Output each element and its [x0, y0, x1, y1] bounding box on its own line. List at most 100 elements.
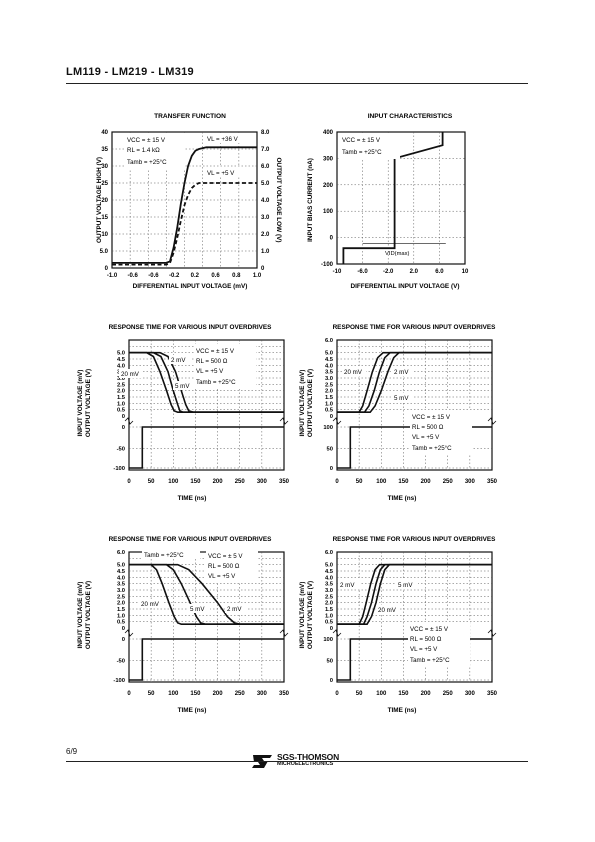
y-axis-label-input: INPUT VOLTAGE (mV) [77, 582, 84, 649]
y-tick-label: 25 [101, 181, 108, 187]
series-line-20-mv [337, 351, 492, 413]
y-tick-label: 0.5 [325, 408, 334, 414]
annotation-tamb: Tamb = +25°C [196, 379, 236, 386]
footer-rule [66, 761, 528, 762]
y-tick-label: 15 [101, 215, 108, 221]
annotation-tamb: Tamb = +25°C [412, 445, 452, 452]
annotation-rl: RL = 1.4 kΩ [127, 147, 160, 154]
annotation-tamb: Tamb = +25°C [144, 552, 184, 559]
x-tick-label: 100 [168, 479, 179, 485]
y-axis-label-input: INPUT VOLTAGE (mV) [299, 582, 306, 649]
y2-tick-label: 3.0 [261, 215, 270, 221]
header-rule [66, 83, 528, 84]
annotation-tamb: Tamb = +25°C [127, 159, 167, 166]
series [112, 146, 257, 266]
x-tick-label: 10 [462, 269, 469, 275]
series-line-2-mv [337, 563, 492, 625]
y-tick-label: 6.0 [325, 338, 333, 344]
x-tick-label: 300 [465, 691, 476, 697]
y-tick-label: 5.0 [117, 351, 125, 357]
y-axis-label-output: OUTPUT VOLTAGE (V) [85, 369, 92, 437]
y-tick-label: 1.0 [117, 613, 125, 619]
y-tick-label: 3.0 [117, 376, 125, 382]
series-line-vl-5-v [112, 182, 257, 266]
series-line-2-mv [337, 351, 492, 413]
y-axis-label-input: INPUT VOLTAGE (mV) [77, 370, 84, 437]
y-tick-label: 0.5 [117, 620, 126, 626]
series-line-5-mv [129, 351, 284, 413]
x-tick-label: 100 [376, 691, 387, 697]
y-tick-label: 35 [101, 147, 108, 153]
annotation-vcc: VCC = ± 15 V [412, 414, 451, 421]
chart-title: RESPONSE TIME FOR VARIOUS INPUT OVERDRIV… [333, 536, 497, 543]
x-tick-label: -6.0 [357, 269, 368, 275]
input-y-tick-label: 0 [122, 637, 125, 643]
annotation-vl: VL = +5 V [410, 646, 438, 653]
x-axis-label: TIME (ns) [178, 707, 207, 714]
annotations: VCC = ± 15 V RL = 500 Ω VL = +5 V Tamb =… [338, 580, 470, 666]
x-tick-label: 100 [376, 479, 387, 485]
y-tick-label: 3.0 [117, 588, 125, 594]
y-tick-label: 0.5 [117, 408, 126, 414]
input-y-tick-label: -100 [113, 678, 125, 684]
plot-frame [128, 339, 285, 471]
annotation-vl: VL = +5 V [196, 368, 224, 375]
series-label-2mv: 2 mV [340, 582, 355, 589]
series-label-2mv: 2 mV [394, 369, 409, 376]
response-time-chart-2: RESPONSE TIME FOR VARIOUS INPUT OVERDRIV… [299, 324, 498, 502]
y-tick-label: 40 [101, 130, 108, 136]
x-tick-label: 250 [443, 479, 454, 485]
axis-break-mark [332, 417, 342, 425]
x-tick-label: 6.0 [435, 269, 444, 275]
series-line-20-mv [337, 563, 492, 625]
y-tick-label: 2.0 [325, 601, 333, 607]
input-y-tick-label: 100 [323, 637, 333, 643]
x-tick-label: 350 [487, 691, 498, 697]
series-line-2-mv [129, 563, 284, 625]
y-tick-label: -100 [321, 262, 334, 268]
axis-break-mark [124, 629, 134, 637]
input-y-tick-label: 0 [122, 425, 125, 431]
y-tick-label: 0 [330, 414, 333, 420]
series-label-2mv: 2 mV [171, 357, 186, 364]
series-line-20-mv [129, 563, 284, 625]
x-tick-label: 1.0 [253, 273, 262, 279]
chart-title: RESPONSE TIME FOR VARIOUS INPUT OVERDRIV… [109, 324, 273, 331]
annotation-rl: RL = 500 Ω [410, 636, 442, 643]
company-logo: SGS-THOMSON MICROELECTRONICS [250, 752, 370, 772]
annotation-tamb: Tamb = +25°C [410, 657, 450, 664]
y-tick-label: 20 [101, 198, 108, 204]
y-tick-label: 3.5 [325, 370, 334, 376]
transfer-function-chart: TRANSFER FUNCTION -1.0 -0.6 -0.6 -0.2 0.2 0.6… [96, 113, 282, 290]
axis-break-mark [124, 417, 134, 425]
annotation-vcc: VCC = ± 15 V [196, 348, 235, 355]
y-tick-label: 4.5 [325, 569, 334, 575]
series-line-2-mv [129, 351, 284, 413]
logo-subtitle: MICROELECTRONICS [277, 761, 334, 767]
x-tick-labels: 0 50 100 150 200 250 300 350 [127, 479, 289, 485]
series-line-5-mv [337, 351, 492, 413]
x-tick-label: 2.0 [410, 269, 419, 275]
x-tick-label: 300 [465, 479, 476, 485]
annotations: VCC = ± 15 V RL = 500 Ω VL = +5 V Tamb =… [342, 367, 472, 454]
response-time-chart-4: RESPONSE TIME FOR VARIOUS INPUT OVERDRIV… [299, 536, 498, 714]
y-tick-label: 4.0 [117, 575, 125, 581]
y-tick-labels: 0 5.0 10 15 20 25 30 35 40 [100, 130, 109, 272]
y-tick-label: 5.0 [325, 351, 333, 357]
y-tick-label: 0 [122, 414, 125, 420]
series-label-5mv: 5 mV [398, 582, 413, 589]
annotation-vcc: VCC = ± 5 V [208, 553, 243, 560]
y-tick-label: 1.5 [117, 395, 126, 401]
y-tick-label: 30 [101, 164, 108, 170]
series-line-5-mv [337, 563, 492, 625]
series-label-20mv: 20 mV [378, 607, 397, 614]
series-line-20-mv [129, 351, 284, 413]
input-characteristics-chart: INPUT CHARACTERISTICS -10 -6.0 -2.0 2.0 6.0 1… [307, 113, 469, 290]
x-tick-label: -1.0 [107, 273, 118, 279]
series-label-5mv: 5 mV [175, 383, 190, 390]
x-tick-label: 0 [127, 691, 131, 697]
page-number: 6/9 [66, 747, 78, 756]
y-tick-label: 5.0 [117, 563, 125, 569]
x-tick-label: 350 [487, 479, 498, 485]
y-tick-label: 4.0 [325, 363, 333, 369]
